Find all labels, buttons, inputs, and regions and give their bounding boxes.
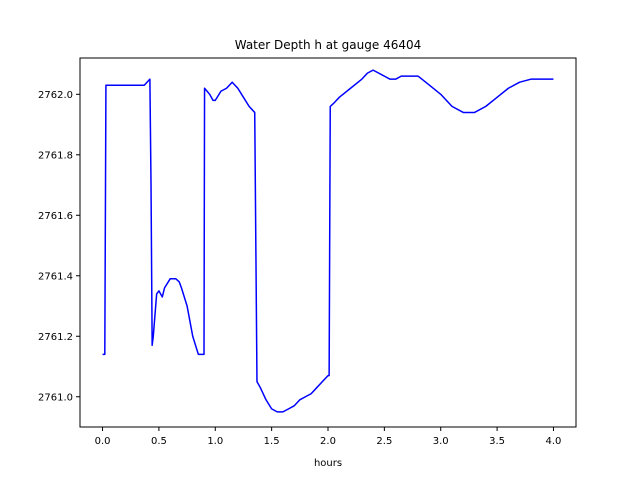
plot-frame [79,57,577,428]
y-tick-label: 2761.6 [38,211,73,222]
x-tick-label: 2.0 [320,436,336,447]
x-tick-label: 0.5 [151,436,167,447]
plot-area [102,69,554,413]
chart-title: Water Depth h at gauge 46404 [235,38,422,52]
y-tick-label: 2761.2 [38,332,73,343]
x-axis-label: hours [314,458,342,469]
x-tick-label: 0.0 [95,436,111,447]
x-tick-label: 4.0 [546,436,562,447]
y-tick-label: 2762.0 [38,90,73,101]
x-tick-label: 2.5 [376,436,392,447]
x-tick-label: 1.0 [207,436,223,447]
x-tick-label: 3.0 [433,436,449,447]
x-axis: 0.0 0.5 1.0 1.5 2.0 2.5 3.0 3.5 4.0 [95,427,562,447]
series-line-0 [102,69,554,413]
x-tick-label: 3.5 [489,436,505,447]
x-tick-label: 1.5 [264,436,280,447]
y-tick-label: 2761.0 [38,392,73,403]
y-tick-label: 2761.4 [38,271,73,282]
y-tick-label: 2761.8 [38,150,73,161]
y-axis: 2761.0 2761.2 2761.4 2761.6 2761.8 2762.0 [38,90,80,403]
